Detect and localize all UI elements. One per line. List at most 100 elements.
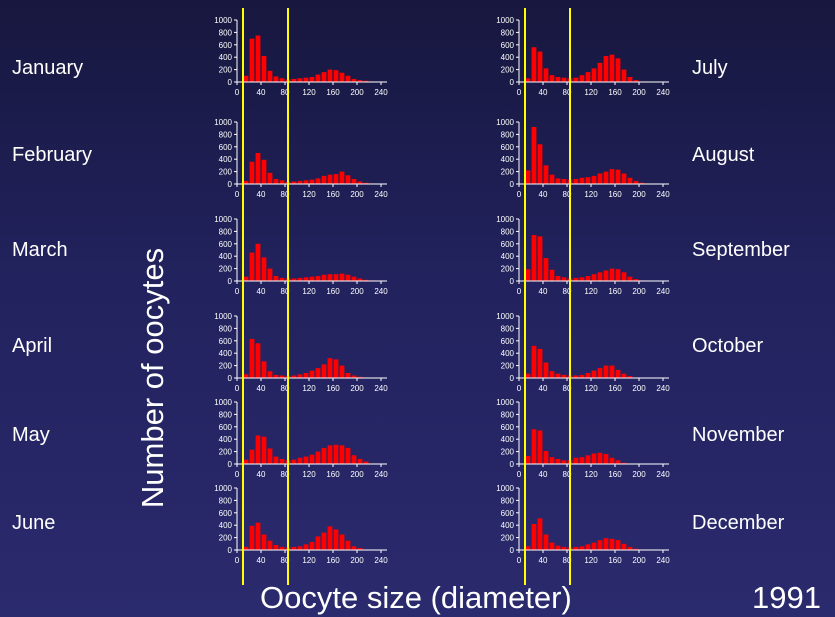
x-tick-label-june-240: 240 bbox=[374, 556, 388, 565]
y-tick-label-december-400: 400 bbox=[501, 521, 515, 530]
bar-may-190 bbox=[351, 455, 357, 464]
bar-november-90 bbox=[573, 457, 579, 464]
y-tick-label-september-800: 800 bbox=[501, 227, 515, 236]
y-tick-label-may-200: 200 bbox=[219, 448, 233, 457]
x-tick-label-february-80: 80 bbox=[281, 190, 290, 199]
x-tick-label-june-80: 80 bbox=[281, 556, 290, 565]
x-tick-label-october-200: 200 bbox=[632, 384, 646, 393]
y-tick-label-august-800: 800 bbox=[501, 130, 515, 139]
x-tick-label-january-0: 0 bbox=[235, 88, 240, 97]
y-tick-label-april-400: 400 bbox=[219, 349, 233, 358]
bar-september-190 bbox=[633, 279, 639, 281]
bar-february-130 bbox=[315, 178, 321, 184]
y-tick-label-april-0: 0 bbox=[228, 374, 233, 383]
y-tick-label-august-400: 400 bbox=[501, 155, 515, 164]
bar-january-20 bbox=[249, 38, 255, 82]
x-tick-label-february-120: 120 bbox=[302, 190, 316, 199]
bar-october-140 bbox=[603, 365, 609, 378]
x-tick-label-january-200: 200 bbox=[350, 88, 364, 97]
y-tick-label-june-600: 600 bbox=[219, 509, 233, 518]
y-tick-label-february-800: 800 bbox=[219, 130, 233, 139]
x-tick-label-november-80: 80 bbox=[563, 470, 572, 479]
bar-february-60 bbox=[273, 179, 279, 184]
bar-june-140 bbox=[321, 532, 327, 550]
x-tick-label-september-40: 40 bbox=[539, 287, 548, 296]
bar-october-20 bbox=[531, 345, 537, 378]
bar-april-140 bbox=[321, 364, 327, 378]
month-label-february: February bbox=[12, 144, 93, 166]
bar-january-50 bbox=[267, 70, 273, 82]
bar-december-30 bbox=[537, 518, 543, 550]
bar-august-120 bbox=[591, 175, 597, 184]
bar-march-140 bbox=[321, 274, 327, 281]
x-tick-label-june-120: 120 bbox=[302, 556, 316, 565]
bar-march-30 bbox=[255, 243, 261, 281]
bar-april-10 bbox=[243, 374, 249, 378]
x-tick-label-november-160: 160 bbox=[608, 470, 622, 479]
bar-august-170 bbox=[621, 173, 627, 184]
bar-march-190 bbox=[351, 276, 357, 281]
x-tick-label-october-160: 160 bbox=[608, 384, 622, 393]
y-tick-label-april-200: 200 bbox=[219, 362, 233, 371]
y-tick-label-march-600: 600 bbox=[219, 240, 233, 249]
y-tick-label-january-1000: 1000 bbox=[214, 16, 232, 25]
y-tick-label-july-200: 200 bbox=[501, 66, 515, 75]
bar-april-200 bbox=[357, 376, 363, 378]
y-tick-label-february-400: 400 bbox=[219, 155, 233, 164]
bar-november-40 bbox=[543, 451, 549, 464]
y-tick-label-october-600: 600 bbox=[501, 337, 515, 346]
bar-january-130 bbox=[315, 74, 321, 82]
y-tick-label-december-1000: 1000 bbox=[496, 484, 514, 493]
y-tick-label-july-800: 800 bbox=[501, 28, 515, 37]
y-tick-label-october-1000: 1000 bbox=[496, 312, 514, 321]
bar-may-40 bbox=[261, 436, 267, 464]
bar-march-40 bbox=[261, 257, 267, 281]
x-tick-label-january-160: 160 bbox=[326, 88, 340, 97]
bar-april-40 bbox=[261, 361, 267, 378]
y-tick-label-january-800: 800 bbox=[219, 28, 233, 37]
bar-june-160 bbox=[333, 529, 339, 550]
y-tick-label-november-200: 200 bbox=[501, 448, 515, 457]
bar-october-90 bbox=[573, 375, 579, 378]
month-label-august: August bbox=[692, 144, 755, 166]
bar-march-10 bbox=[243, 276, 249, 281]
bar-july-130 bbox=[597, 62, 603, 82]
bar-september-70 bbox=[561, 277, 567, 281]
y-tick-label-may-400: 400 bbox=[219, 435, 233, 444]
bar-september-150 bbox=[609, 268, 615, 281]
x-tick-label-may-0: 0 bbox=[235, 470, 240, 479]
bar-may-160 bbox=[333, 444, 339, 464]
bar-july-120 bbox=[591, 68, 597, 82]
bar-august-160 bbox=[615, 169, 621, 184]
y-tick-label-march-800: 800 bbox=[219, 227, 233, 236]
bar-december-150 bbox=[609, 538, 615, 550]
x-tick-label-february-160: 160 bbox=[326, 190, 340, 199]
bar-october-120 bbox=[591, 370, 597, 378]
x-tick-label-june-200: 200 bbox=[350, 556, 364, 565]
bar-april-190 bbox=[351, 375, 357, 378]
y-tick-label-september-400: 400 bbox=[501, 252, 515, 261]
bar-may-170 bbox=[339, 445, 345, 464]
bar-january-110 bbox=[303, 77, 309, 82]
y-tick-label-february-1000: 1000 bbox=[214, 118, 232, 127]
y-tick-label-november-600: 600 bbox=[501, 423, 515, 432]
bar-march-20 bbox=[249, 252, 255, 281]
bar-february-100 bbox=[297, 180, 303, 184]
bar-may-30 bbox=[255, 435, 261, 464]
bar-october-40 bbox=[543, 362, 549, 378]
bar-april-60 bbox=[273, 374, 279, 378]
bar-may-90 bbox=[291, 459, 297, 464]
bar-may-140 bbox=[321, 447, 327, 464]
bar-august-50 bbox=[549, 174, 555, 184]
x-tick-label-march-200: 200 bbox=[350, 287, 364, 296]
bar-november-10 bbox=[525, 455, 531, 464]
bar-february-140 bbox=[321, 175, 327, 184]
bar-february-20 bbox=[249, 161, 255, 184]
y-tick-label-july-400: 400 bbox=[501, 53, 515, 62]
bar-june-50 bbox=[267, 540, 273, 550]
bar-may-200 bbox=[357, 459, 363, 464]
y-tick-label-march-400: 400 bbox=[219, 252, 233, 261]
x-tick-label-july-0: 0 bbox=[517, 88, 522, 97]
x-tick-label-december-80: 80 bbox=[563, 556, 572, 565]
bar-november-150 bbox=[609, 457, 615, 464]
